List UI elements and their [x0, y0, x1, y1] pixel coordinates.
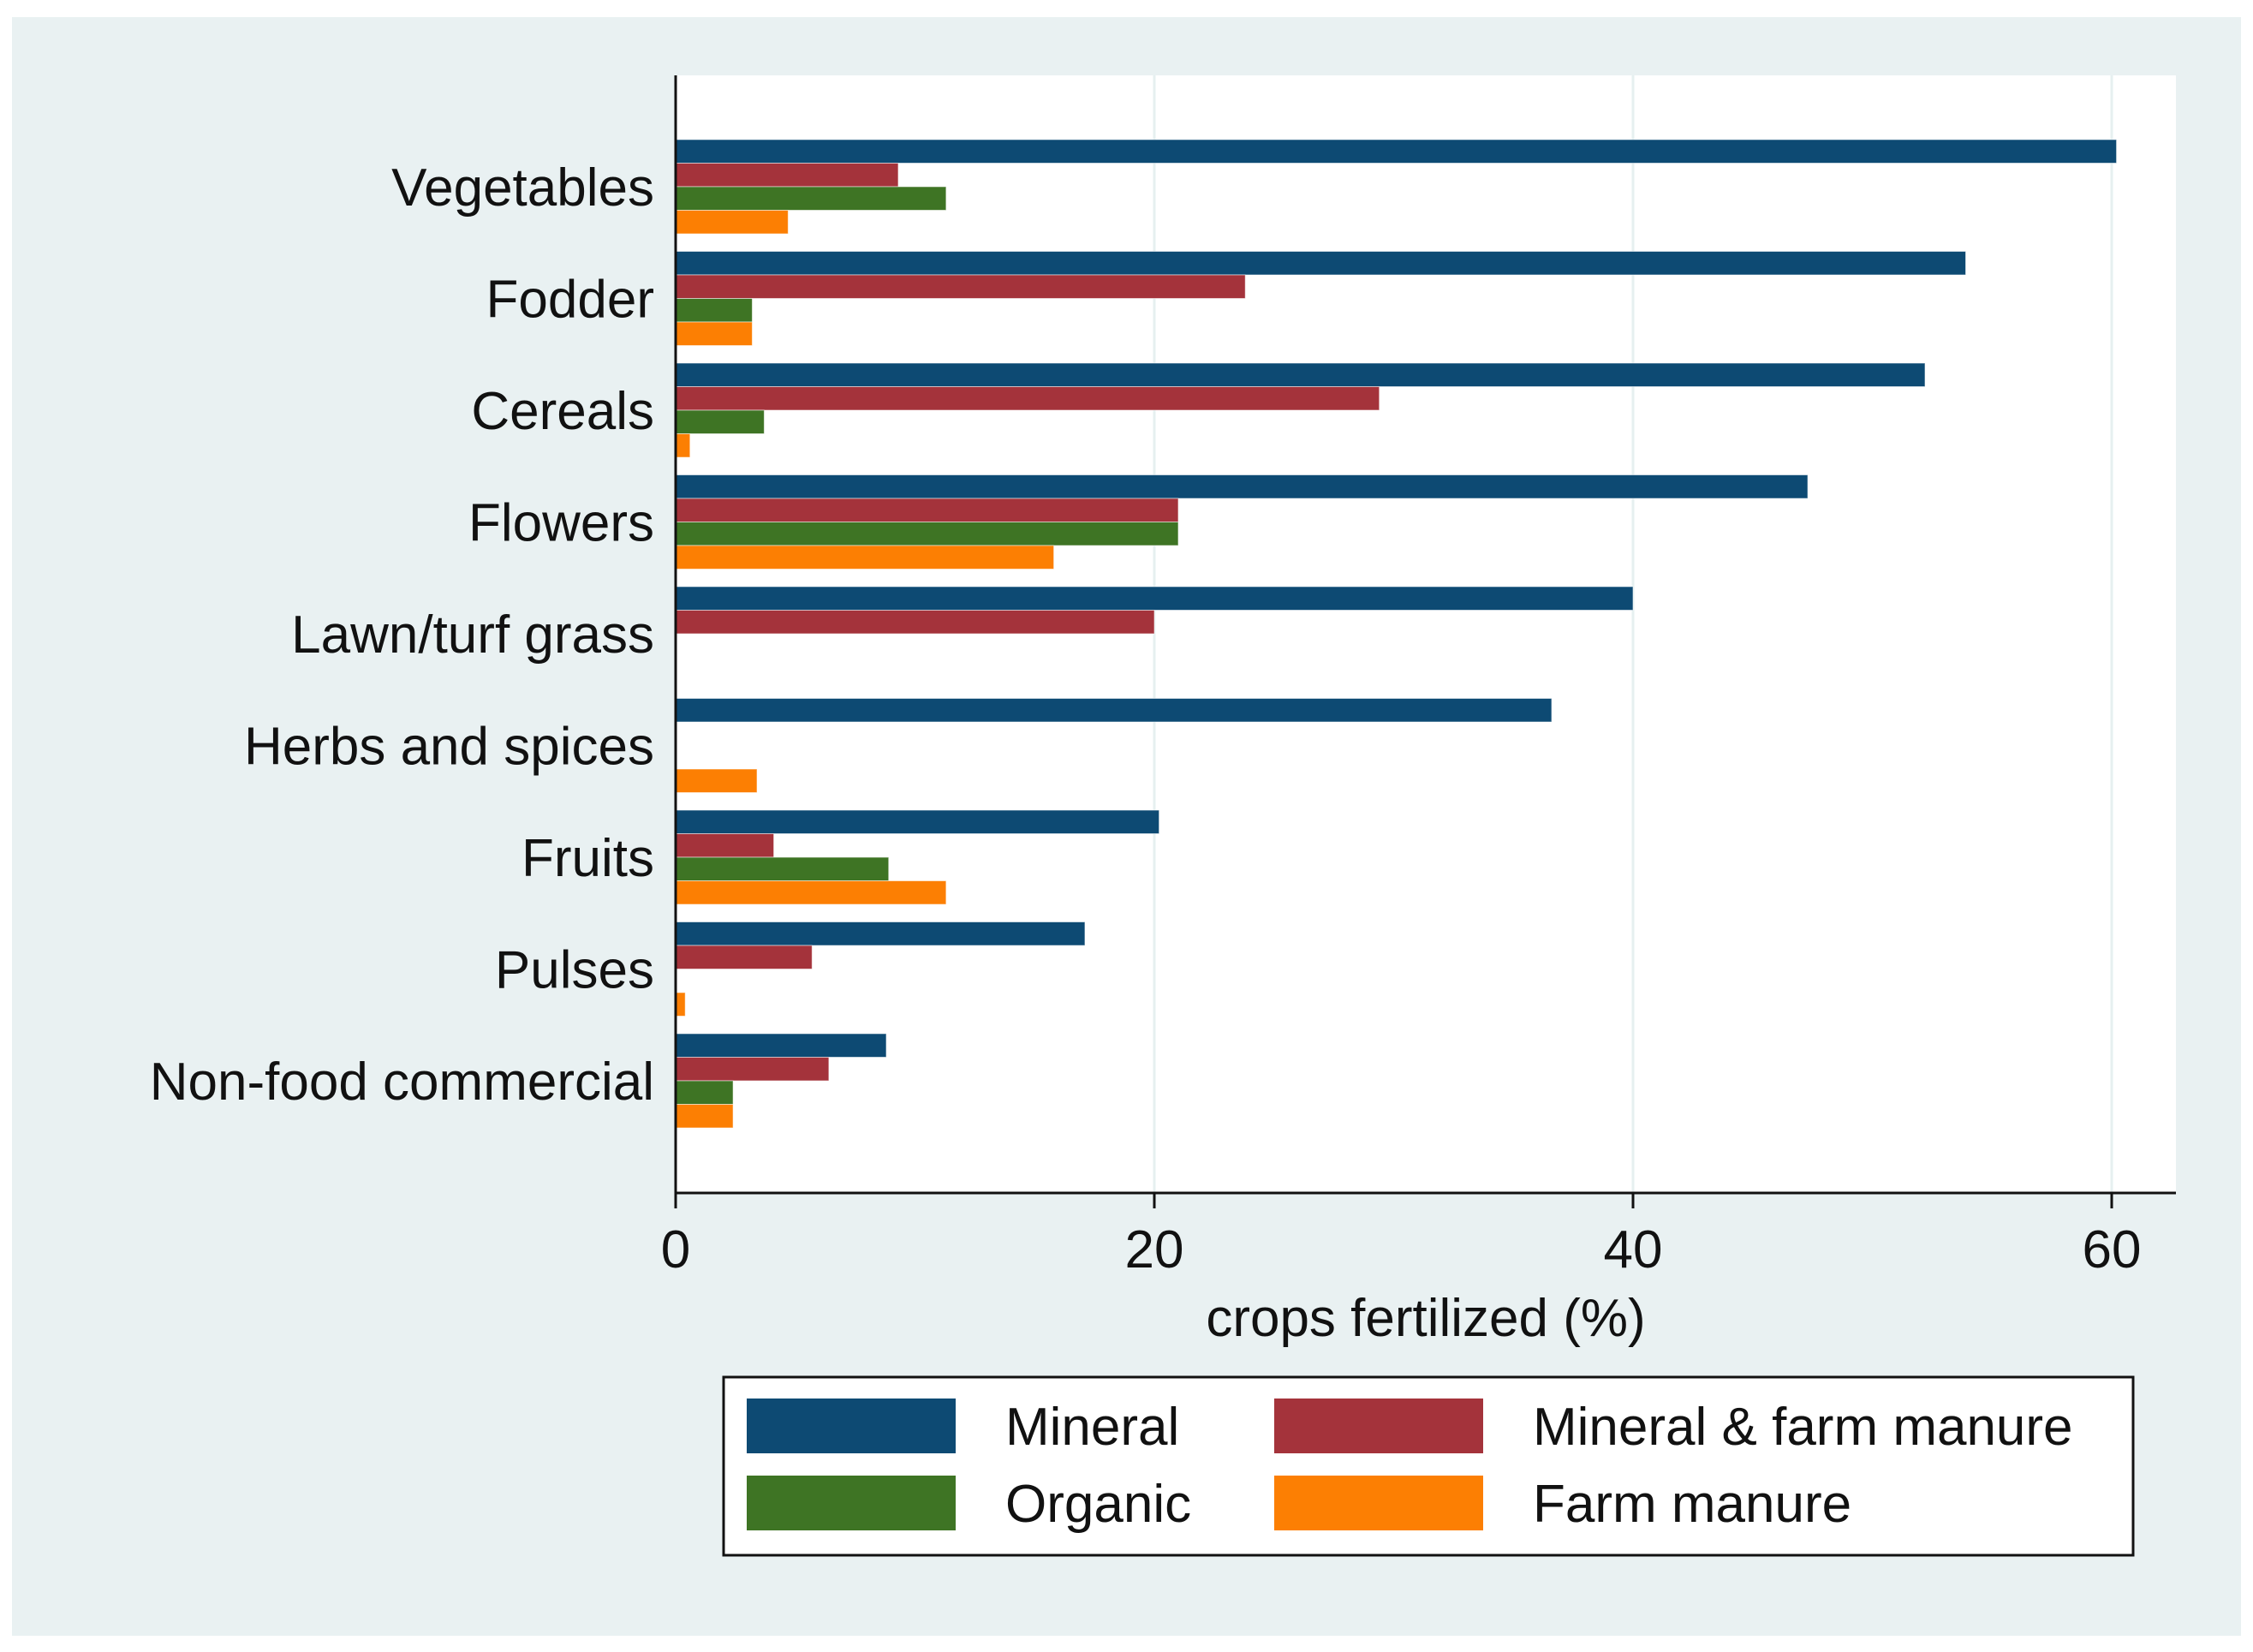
bar-chart: Vegetables Fodder Cereals Flowers Lawn/turf … [150, 75, 2176, 1557]
legend-swatch-mineral [747, 1399, 956, 1453]
bar-fodder-farm-manure [675, 321, 753, 346]
bar-herbs-and-spices-farm-manure [675, 768, 758, 793]
bar-non-food-commercial-mineral-farm-manure [675, 1057, 830, 1082]
bar-flowers-organic [675, 522, 1179, 546]
bar-cereals-organic [675, 409, 765, 434]
legend-label-mineral-farm-manure: Mineral & farm manure [1533, 1398, 2073, 1457]
bar-non-food-commercial-organic [675, 1080, 734, 1105]
bars [675, 139, 2118, 1129]
bar-vegetables-organic [675, 186, 947, 211]
bar-vegetables-mineral-farm-manure [675, 163, 899, 188]
tick-label-0: 0 [661, 1220, 690, 1279]
bar-cereals-farm-manure [675, 433, 691, 458]
bar-lawn-turf-grass-mineral-farm-manure [675, 610, 1155, 635]
bar-fodder-organic [675, 298, 753, 323]
bar-flowers-mineral-farm-manure [675, 498, 1179, 522]
bar-flowers-mineral [675, 474, 1809, 499]
category-label: Cereals [471, 382, 654, 441]
category-label: Flowers [468, 494, 654, 553]
category-label: Pulses [495, 941, 654, 1000]
bar-lawn-turf-grass-mineral [675, 586, 1634, 611]
category-label: Vegetables [391, 158, 654, 218]
legend: Mineral Mineral & farm manure Organic Farm … [722, 1375, 2135, 1557]
bar-fruits-organic [675, 856, 890, 881]
bar-vegetables-farm-manure [675, 210, 789, 235]
category-labels: Vegetables Fodder Cereals Flowers Lawn/turf … [150, 158, 654, 1112]
tick-label-40: 40 [1604, 1220, 1663, 1279]
bar-herbs-and-spices-mineral [675, 698, 1553, 723]
bar-pulses-mineral-farm-manure [675, 945, 813, 969]
legend-swatch-mineral-farm-manure [1274, 1399, 1483, 1453]
category-label: Lawn/turf grass [291, 605, 654, 665]
bar-vegetables-mineral [675, 139, 2118, 164]
legend-label-farm-manure: Farm manure [1533, 1475, 1851, 1534]
bar-cereals-mineral-farm-manure [675, 386, 1380, 411]
bar-fruits-mineral [675, 809, 1160, 834]
tick-label-60: 60 [2083, 1220, 2142, 1279]
legend-swatch-farm-manure [1274, 1476, 1483, 1530]
bar-pulses-farm-manure [675, 992, 686, 1017]
legend-label-mineral: Mineral [1005, 1398, 1179, 1457]
legend-items: Mineral Mineral & farm manure Organic Farm … [747, 1398, 2073, 1534]
bar-flowers-farm-manure [675, 545, 1055, 570]
bar-fruits-farm-manure [675, 880, 947, 905]
category-label: Herbs and spices [244, 718, 654, 777]
bar-pulses-mineral [675, 921, 1086, 946]
category-label: Non-food commercial [150, 1053, 654, 1112]
bar-fruits-mineral-farm-manure [675, 833, 775, 858]
bar-fodder-mineral-farm-manure [675, 274, 1246, 299]
bar-fodder-mineral [675, 251, 1967, 276]
tick-label-20: 20 [1125, 1220, 1184, 1279]
legend-label-organic: Organic [1005, 1475, 1191, 1534]
x-axis-title: crops fertilized (%) [1206, 1289, 1645, 1348]
bar-non-food-commercial-farm-manure [675, 1104, 734, 1129]
category-label: Fodder [486, 271, 654, 330]
category-label: Fruits [522, 829, 654, 888]
x-ticks: 0 20 40 60 [661, 1193, 2142, 1279]
bar-cereals-mineral [675, 362, 1926, 387]
bar-non-food-commercial-mineral [675, 1033, 887, 1058]
chart-frame: Vegetables Fodder Cereals Flowers Lawn/turf … [12, 17, 2241, 1636]
legend-swatch-organic [747, 1476, 956, 1530]
